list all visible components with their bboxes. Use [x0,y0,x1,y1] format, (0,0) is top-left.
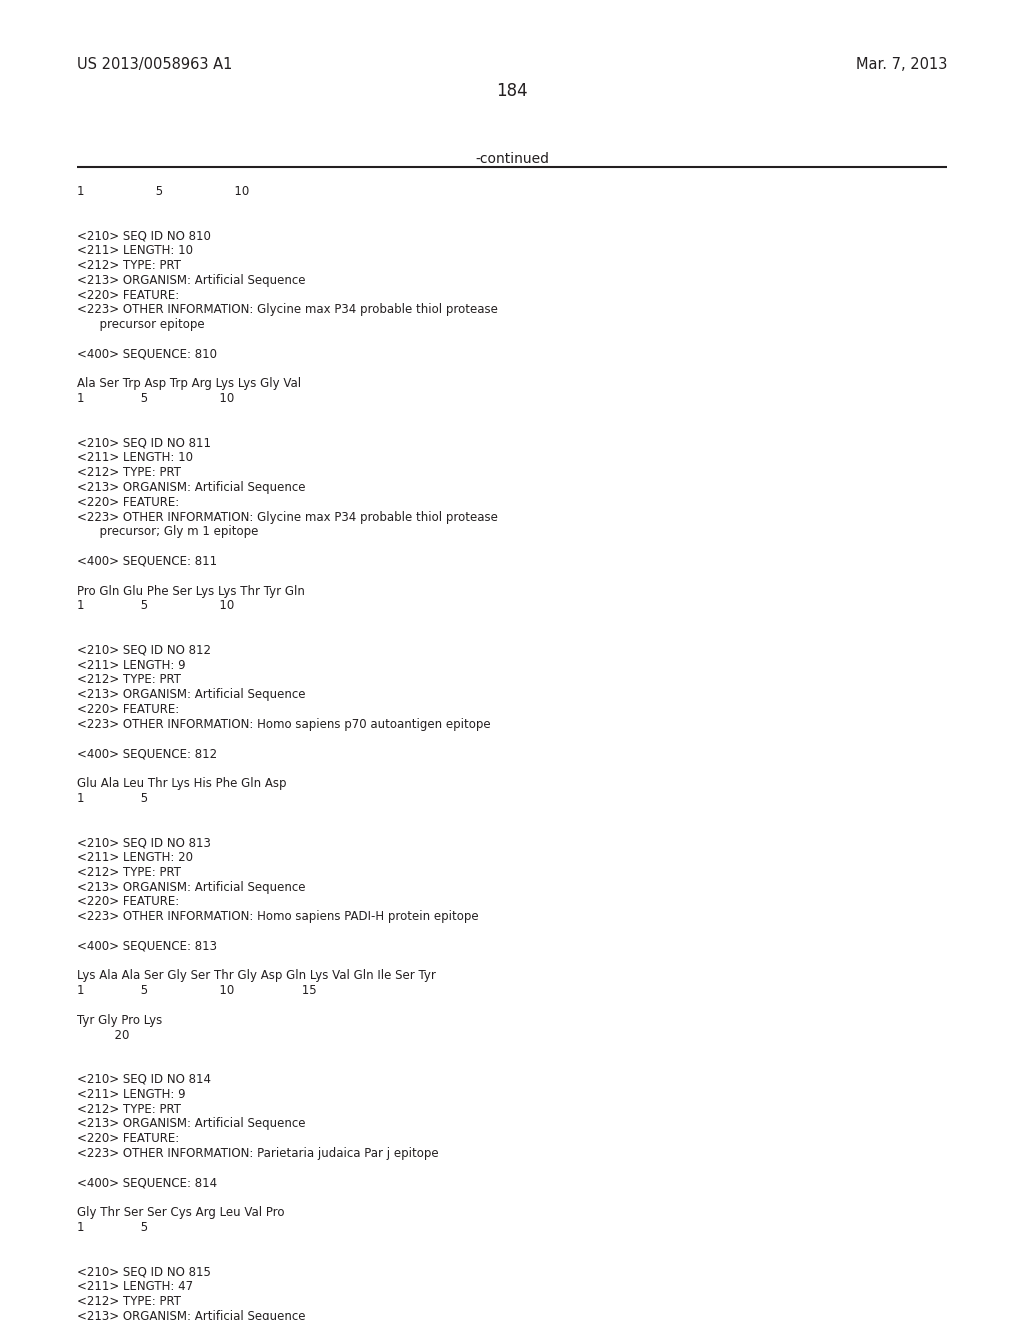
Text: <223> OTHER INFORMATION: Glycine max P34 probable thiol protease: <223> OTHER INFORMATION: Glycine max P34… [77,511,498,524]
Text: <213> ORGANISM: Artificial Sequence: <213> ORGANISM: Artificial Sequence [77,273,305,286]
Text: <223> OTHER INFORMATION: Homo sapiens PADI-H protein epitope: <223> OTHER INFORMATION: Homo sapiens PA… [77,911,478,923]
Text: Gly Thr Ser Ser Cys Arg Leu Val Pro: Gly Thr Ser Ser Cys Arg Leu Val Pro [77,1206,285,1220]
Text: -continued: -continued [475,152,549,166]
Text: 1                   5                   10: 1 5 10 [77,185,249,198]
Text: 1               5                   10                  15: 1 5 10 15 [77,985,316,997]
Text: <223> OTHER INFORMATION: Homo sapiens p70 autoantigen epitope: <223> OTHER INFORMATION: Homo sapiens p7… [77,718,490,731]
Text: <212> TYPE: PRT: <212> TYPE: PRT [77,1295,181,1308]
Text: <211> LENGTH: 9: <211> LENGTH: 9 [77,659,185,672]
Text: 1               5                   10: 1 5 10 [77,599,234,612]
Text: <211> LENGTH: 10: <211> LENGTH: 10 [77,451,193,465]
Text: <220> FEATURE:: <220> FEATURE: [77,496,179,508]
Text: <211> LENGTH: 47: <211> LENGTH: 47 [77,1280,193,1294]
Text: 1               5: 1 5 [77,1221,147,1234]
Text: <211> LENGTH: 20: <211> LENGTH: 20 [77,851,193,865]
Text: 20: 20 [77,1028,129,1041]
Text: 1               5: 1 5 [77,792,147,805]
Text: <400> SEQUENCE: 810: <400> SEQUENCE: 810 [77,347,217,360]
Text: <211> LENGTH: 9: <211> LENGTH: 9 [77,1088,185,1101]
Text: <212> TYPE: PRT: <212> TYPE: PRT [77,466,181,479]
Text: <400> SEQUENCE: 811: <400> SEQUENCE: 811 [77,554,217,568]
Text: <220> FEATURE:: <220> FEATURE: [77,1133,179,1146]
Text: <213> ORGANISM: Artificial Sequence: <213> ORGANISM: Artificial Sequence [77,880,305,894]
Text: <210> SEQ ID NO 812: <210> SEQ ID NO 812 [77,644,211,657]
Text: Ala Ser Trp Asp Trp Arg Lys Lys Gly Val: Ala Ser Trp Asp Trp Arg Lys Lys Gly Val [77,378,301,391]
Text: <400> SEQUENCE: 814: <400> SEQUENCE: 814 [77,1176,217,1189]
Text: <223> OTHER INFORMATION: Glycine max P34 probable thiol protease: <223> OTHER INFORMATION: Glycine max P34… [77,304,498,317]
Text: <213> ORGANISM: Artificial Sequence: <213> ORGANISM: Artificial Sequence [77,1118,305,1130]
Text: Glu Ala Leu Thr Lys His Phe Gln Asp: Glu Ala Leu Thr Lys His Phe Gln Asp [77,777,287,789]
Text: <213> ORGANISM: Artificial Sequence: <213> ORGANISM: Artificial Sequence [77,688,305,701]
Text: <400> SEQUENCE: 813: <400> SEQUENCE: 813 [77,940,217,953]
Text: Tyr Gly Pro Lys: Tyr Gly Pro Lys [77,1014,162,1027]
Text: 184: 184 [497,82,527,100]
Text: <210> SEQ ID NO 811: <210> SEQ ID NO 811 [77,437,211,450]
Text: <220> FEATURE:: <220> FEATURE: [77,704,179,715]
Text: US 2013/0058963 A1: US 2013/0058963 A1 [77,57,232,73]
Text: <212> TYPE: PRT: <212> TYPE: PRT [77,673,181,686]
Text: <223> OTHER INFORMATION: Parietaria judaica Par j epitope: <223> OTHER INFORMATION: Parietaria juda… [77,1147,438,1160]
Text: <212> TYPE: PRT: <212> TYPE: PRT [77,866,181,879]
Text: <213> ORGANISM: Artificial Sequence: <213> ORGANISM: Artificial Sequence [77,480,305,494]
Text: <210> SEQ ID NO 813: <210> SEQ ID NO 813 [77,836,211,849]
Text: <400> SEQUENCE: 812: <400> SEQUENCE: 812 [77,747,217,760]
Text: <211> LENGTH: 10: <211> LENGTH: 10 [77,244,193,257]
Text: precursor; Gly m 1 epitope: precursor; Gly m 1 epitope [77,525,258,539]
Text: <220> FEATURE:: <220> FEATURE: [77,895,179,908]
Text: 1               5                   10: 1 5 10 [77,392,234,405]
Text: <212> TYPE: PRT: <212> TYPE: PRT [77,1102,181,1115]
Text: <210> SEQ ID NO 814: <210> SEQ ID NO 814 [77,1073,211,1086]
Text: precursor epitope: precursor epitope [77,318,205,331]
Text: <210> SEQ ID NO 815: <210> SEQ ID NO 815 [77,1266,211,1278]
Text: <212> TYPE: PRT: <212> TYPE: PRT [77,259,181,272]
Text: Pro Gln Glu Phe Ser Lys Lys Thr Tyr Gln: Pro Gln Glu Phe Ser Lys Lys Thr Tyr Gln [77,585,305,598]
Text: <220> FEATURE:: <220> FEATURE: [77,289,179,301]
Text: <213> ORGANISM: Artificial Sequence: <213> ORGANISM: Artificial Sequence [77,1309,305,1320]
Text: <210> SEQ ID NO 810: <210> SEQ ID NO 810 [77,230,211,243]
Text: Mar. 7, 2013: Mar. 7, 2013 [856,57,947,73]
Text: Lys Ala Ala Ser Gly Ser Thr Gly Asp Gln Lys Val Gln Ile Ser Tyr: Lys Ala Ala Ser Gly Ser Thr Gly Asp Gln … [77,969,435,982]
